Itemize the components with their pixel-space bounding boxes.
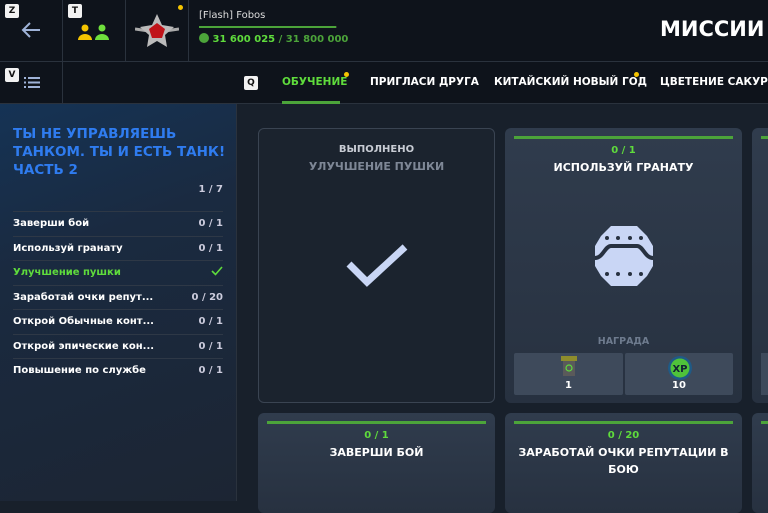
card-title: УЛУЧШЕНИЕ ПУШКИ bbox=[308, 160, 445, 173]
list-icon bbox=[24, 77, 40, 88]
mission-list-item[interactable]: Повышение по службе 0 / 1 bbox=[13, 358, 223, 382]
hotkey-q: Q bbox=[244, 76, 258, 90]
reward-item[interactable]: 1 bbox=[514, 353, 623, 395]
mission-card-reputation[interactable]: 0 / 20 ЗАРАБОТАЙ ОЧКИ РЕПУТАЦИИ В БОЮ bbox=[505, 413, 742, 513]
player-name: [Flash] Fobos bbox=[199, 10, 266, 21]
mission-card-grenade[interactable]: 0 / 1 ИСПОЛЬЗУЙ ГРАНАТУ НАГРАДА 1 XP 10 bbox=[505, 128, 742, 403]
xp-separator: / bbox=[275, 34, 286, 45]
progress-bar bbox=[267, 421, 486, 424]
mission-list-item[interactable]: Открой Обычные конт... 0 / 1 bbox=[13, 309, 223, 333]
mission-list-item[interactable]: Заверши бой 0 / 1 bbox=[13, 211, 223, 235]
xp-icon: XP bbox=[668, 356, 692, 380]
tab-invite-friend[interactable]: ПРИГЛАСИ ДРУГА bbox=[370, 76, 479, 88]
progress-bar bbox=[514, 136, 733, 139]
notification-dot bbox=[178, 5, 183, 10]
tab-chinese-new-year[interactable]: КИТАЙСКИЙ НОВЫЙ ГОД bbox=[494, 76, 647, 88]
back-button[interactable]: Z bbox=[0, 0, 63, 62]
notification-dot bbox=[344, 72, 349, 77]
mission-card-partial[interactable] bbox=[752, 128, 768, 403]
progress-bar bbox=[761, 136, 768, 139]
page-title: МИССИИ bbox=[660, 17, 765, 41]
mission-value: 0 / 1 bbox=[198, 218, 223, 229]
mission-card-finish-battle[interactable]: 0 / 1 ЗАВЕРШИ БОЙ bbox=[258, 413, 495, 513]
player-info: [Flash] Fobos 31 600 025 / 31 800 000 bbox=[199, 10, 348, 45]
mission-card-partial[interactable] bbox=[752, 413, 768, 513]
notification-dot bbox=[634, 72, 639, 77]
arrow-left-icon bbox=[21, 22, 40, 38]
card-title: ЗАРАБОТАЙ ОЧКИ РЕПУТАЦИИ В БОЮ bbox=[518, 446, 729, 476]
team-button[interactable]: T bbox=[63, 0, 126, 62]
team-icon bbox=[78, 24, 109, 40]
mission-value: 0 / 1 bbox=[198, 340, 223, 352]
hotkey-v: V bbox=[5, 68, 19, 82]
mission-sidebar bbox=[0, 104, 237, 501]
checkmark-icon bbox=[211, 261, 223, 285]
tab-sakura[interactable]: ЦВЕТЕНИЕ САКУРЫ bbox=[660, 76, 768, 88]
xp-icon bbox=[199, 33, 209, 43]
card-title: ИСПОЛЬЗУЙ ГРАНАТУ bbox=[553, 161, 694, 174]
reward-label: НАГРАДА bbox=[597, 336, 650, 347]
mission-value: 0 / 20 bbox=[191, 291, 224, 303]
mission-label: Используй гранату bbox=[13, 242, 123, 254]
mission-label: Открой эпические кон... bbox=[13, 340, 155, 352]
mission-value: 0 / 1 bbox=[198, 242, 223, 254]
mission-list-item[interactable]: Открой эпические кон... 0 / 1 bbox=[13, 333, 223, 358]
progress-bar bbox=[514, 421, 733, 424]
grenade-icon bbox=[594, 226, 654, 286]
progress-bar bbox=[761, 421, 768, 424]
reward-item bbox=[761, 353, 768, 395]
reward-amount: 10 bbox=[672, 380, 686, 391]
mission-chain-progress: 1 / 7 bbox=[198, 184, 223, 195]
checkmark-icon bbox=[346, 244, 408, 287]
container-icon bbox=[561, 356, 577, 376]
hotkey-t: T bbox=[68, 4, 82, 18]
card-progress: 0 / 1 bbox=[364, 430, 389, 441]
svg-text:XP: XP bbox=[672, 364, 687, 375]
tab-bar bbox=[0, 62, 768, 104]
mission-list-item[interactable]: Улучшение пушки bbox=[13, 260, 223, 284]
mission-value: 0 / 1 bbox=[198, 316, 223, 327]
card-progress: 0 / 20 bbox=[607, 430, 640, 441]
reward-amount: 1 bbox=[565, 380, 572, 391]
mission-list-item[interactable]: Заработай очки репут... 0 / 20 bbox=[13, 284, 224, 309]
mission-chain-title: ТЫ НЕ УПРАВЛЯЕШЬ ТАНКОМ. ТЫ И ЕСТЬ ТАНК!… bbox=[13, 126, 226, 178]
tab-training[interactable]: ОБУЧЕНИЕ bbox=[282, 76, 348, 88]
reward-item[interactable]: XP 10 bbox=[625, 353, 733, 395]
top-bar bbox=[0, 0, 768, 62]
mission-list-item[interactable]: Используй гранату 0 / 1 bbox=[13, 235, 223, 260]
mission-value: 0 / 1 bbox=[198, 365, 223, 376]
mission-label: Заработай очки репут... bbox=[13, 291, 154, 303]
mission-label: Повышение по службе bbox=[13, 365, 146, 376]
active-tab-indicator bbox=[282, 101, 340, 104]
xp-current: 31 600 025 bbox=[212, 34, 276, 45]
mission-label: Заверши бой bbox=[13, 218, 90, 229]
mission-label: Улучшение пушки bbox=[13, 267, 121, 278]
menu-button[interactable]: V bbox=[0, 62, 63, 104]
xp-progress-bar bbox=[199, 26, 337, 28]
rank-button[interactable] bbox=[126, 0, 189, 62]
mission-label: Открой Обычные конт... bbox=[13, 316, 154, 327]
card-title: ЗАВЕРШИ БОЙ bbox=[329, 446, 424, 459]
mission-card-completed[interactable]: ВЫПОЛНЕНО УЛУЧШЕНИЕ ПУШКИ bbox=[258, 128, 495, 403]
hotkey-z: Z bbox=[5, 4, 19, 18]
card-progress: 0 / 1 bbox=[611, 145, 636, 156]
card-status: ВЫПОЛНЕНО bbox=[338, 144, 415, 155]
rank-badge-icon bbox=[135, 14, 179, 47]
xp-max: 31 800 000 bbox=[285, 34, 349, 45]
